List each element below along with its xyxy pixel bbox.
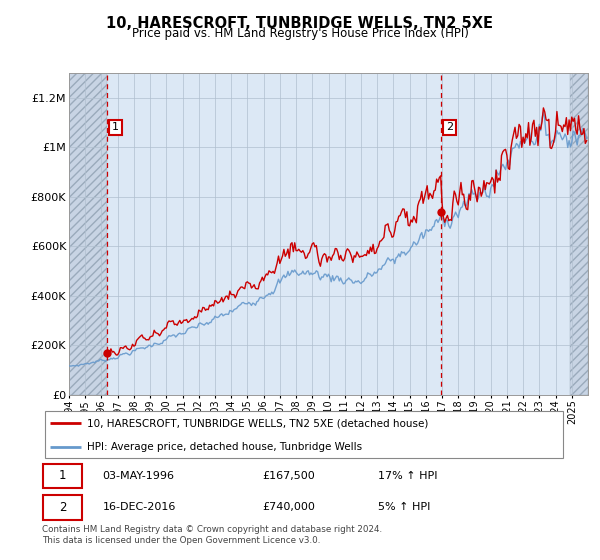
Bar xyxy=(69,73,107,395)
Text: 17% ↑ HPI: 17% ↑ HPI xyxy=(378,471,437,481)
Bar xyxy=(570,73,588,395)
FancyBboxPatch shape xyxy=(43,495,82,520)
Text: 10, HARESCROFT, TUNBRIDGE WELLS, TN2 5XE: 10, HARESCROFT, TUNBRIDGE WELLS, TN2 5XE xyxy=(107,16,493,31)
Text: HPI: Average price, detached house, Tunbridge Wells: HPI: Average price, detached house, Tunb… xyxy=(86,442,362,452)
Text: 10, HARESCROFT, TUNBRIDGE WELLS, TN2 5XE (detached house): 10, HARESCROFT, TUNBRIDGE WELLS, TN2 5XE… xyxy=(86,418,428,428)
Text: 2: 2 xyxy=(59,501,66,514)
Text: 5% ↑ HPI: 5% ↑ HPI xyxy=(378,502,430,512)
Text: 2: 2 xyxy=(446,122,453,132)
Text: Contains HM Land Registry data © Crown copyright and database right 2024.
This d: Contains HM Land Registry data © Crown c… xyxy=(42,525,382,545)
Text: 1: 1 xyxy=(59,469,66,483)
Text: £167,500: £167,500 xyxy=(263,471,315,481)
Text: £740,000: £740,000 xyxy=(263,502,316,512)
Text: 1: 1 xyxy=(112,122,119,132)
FancyBboxPatch shape xyxy=(44,412,563,458)
Text: 16-DEC-2016: 16-DEC-2016 xyxy=(103,502,176,512)
Text: Price paid vs. HM Land Registry's House Price Index (HPI): Price paid vs. HM Land Registry's House … xyxy=(131,27,469,40)
Text: 03-MAY-1996: 03-MAY-1996 xyxy=(103,471,175,481)
FancyBboxPatch shape xyxy=(43,464,82,488)
